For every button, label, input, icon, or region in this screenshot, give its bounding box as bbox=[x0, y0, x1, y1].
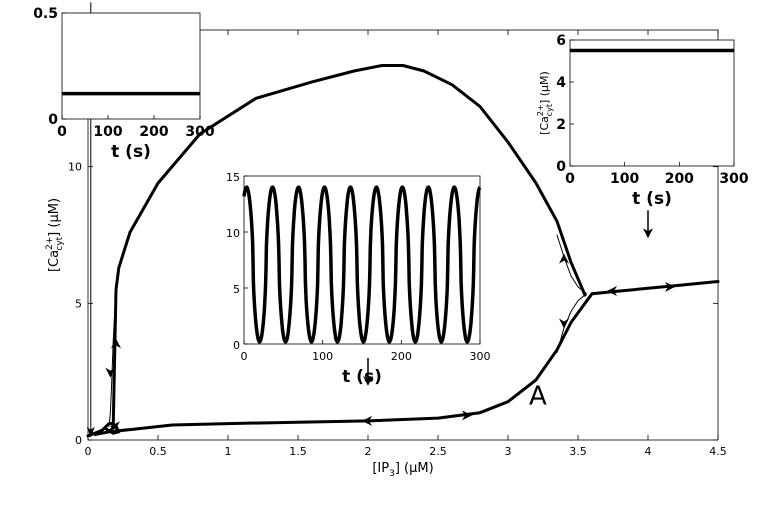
main-x-tick-label: 4 bbox=[645, 445, 652, 458]
main-x-tick-label: 2.5 bbox=[429, 445, 447, 458]
inset-center-oscillation-line bbox=[242, 185, 482, 344]
main-arrows bbox=[86, 210, 675, 438]
inset-center-y-tick-label: 5 bbox=[233, 283, 240, 296]
inset-left-frame bbox=[61, 12, 201, 120]
inset-right-x-axis-label: t (s) bbox=[632, 189, 672, 209]
main-curve-5 bbox=[556, 234, 587, 295]
main-vertical-arrowhead bbox=[86, 426, 95, 438]
main-direction-arrow bbox=[110, 421, 120, 432]
inset-right-y-axis-label: [Ca2+cyt] (μM) bbox=[536, 71, 554, 135]
inset-right-chart: 0 100 200 300 0 2 4 6 t (s) [Ca2+cyt] (μM) bbox=[536, 33, 749, 209]
inset-left-x-tick-label: 300 bbox=[185, 124, 214, 140]
inset-center-x-tick-label: 100 bbox=[312, 350, 333, 363]
main-x-tick-label: 3.5 bbox=[569, 445, 587, 458]
inset-left-y-tick-label: 0 bbox=[48, 112, 58, 128]
main-x-tick-label: 3 bbox=[505, 445, 512, 458]
inset-center-y-tick-label: 0 bbox=[233, 339, 240, 352]
inset-left-x-axis-label: t (s) bbox=[111, 142, 151, 162]
main-curve-0 bbox=[93, 64, 587, 436]
inset-left-x-tick-label: 100 bbox=[93, 124, 122, 140]
main-marker-arrow bbox=[363, 357, 373, 386]
main-direction-arrow bbox=[111, 338, 121, 349]
main-direction-arrow bbox=[607, 286, 617, 297]
inset-center-x-tick-label: 200 bbox=[391, 350, 412, 363]
main-direction-arrow bbox=[559, 253, 569, 264]
main-x-tick-label: 4.5 bbox=[709, 445, 727, 458]
inset-center-frame bbox=[243, 175, 481, 345]
main-direction-arrow bbox=[665, 281, 675, 292]
inset-right-y-tick-label: 6 bbox=[556, 33, 566, 49]
main-x-tick-label: 1.5 bbox=[289, 445, 307, 458]
main-curve-4 bbox=[108, 289, 117, 427]
main-x-tick-label: 0 bbox=[85, 445, 92, 458]
main-x-tick-label: 2 bbox=[365, 445, 372, 458]
inset-left-x-tick-label: 200 bbox=[139, 124, 168, 140]
inset-center-y-tick-label: 10 bbox=[226, 227, 240, 240]
inset-right-y-tick-label: 2 bbox=[556, 117, 566, 133]
inset-right-x-tick-label: 0 bbox=[565, 171, 575, 187]
inset-center-x-axis-label: t (s) bbox=[342, 367, 382, 387]
main-plot-frame bbox=[87, 29, 719, 441]
inset-right-x-tick-label: 100 bbox=[610, 171, 639, 187]
main-ticks: 0 0.5 1 1.5 2 2.5 3 3.5 4 4.5 0 5 10 bbox=[68, 30, 727, 458]
main-direction-arrow bbox=[362, 415, 372, 426]
inset-right-x-tick-label: 200 bbox=[665, 171, 694, 187]
inset-right-y-tick-label: 0 bbox=[556, 159, 566, 175]
inset-right-x-tick-label: 300 bbox=[719, 171, 748, 187]
inset-right-y-tick-label: 4 bbox=[556, 75, 566, 91]
main-direction-arrow bbox=[462, 410, 472, 421]
main-y-tick-label: 5 bbox=[75, 297, 82, 310]
inset-right-frame bbox=[569, 39, 735, 167]
inset-left-chart: 0 100 200 300 0 0.5 t (s) bbox=[33, 6, 215, 162]
main-x-axis-label: [IP3] (μM) bbox=[372, 461, 433, 479]
main-curve-6 bbox=[556, 293, 587, 353]
inset-center-x-tick-label: 300 bbox=[470, 350, 491, 363]
main-y-axis-label: [Ca2+cyt] (μM) bbox=[45, 198, 65, 272]
main-marker-arrow bbox=[643, 210, 653, 239]
inset-left-y-tick-label: 0.5 bbox=[33, 6, 58, 22]
main-x-tick-label: 0.5 bbox=[149, 445, 167, 458]
panel-label: A bbox=[529, 381, 547, 411]
main-y-tick-label: 0 bbox=[75, 434, 82, 447]
main-direction-arrow bbox=[559, 318, 569, 329]
main-direction-arrow bbox=[105, 367, 116, 378]
main-x-tick-label: 1 bbox=[225, 445, 232, 458]
main-y-tick-label: 10 bbox=[68, 161, 82, 174]
main-curve-1 bbox=[107, 292, 594, 434]
inset-center-chart: 0 100 200 300 0 5 10 15 t (s) bbox=[226, 171, 491, 387]
inset-center-y-tick-label: 15 bbox=[226, 171, 240, 184]
inset-center-x-tick-label: 0 bbox=[241, 350, 248, 363]
inset-left-x-tick-label: 0 bbox=[57, 124, 67, 140]
